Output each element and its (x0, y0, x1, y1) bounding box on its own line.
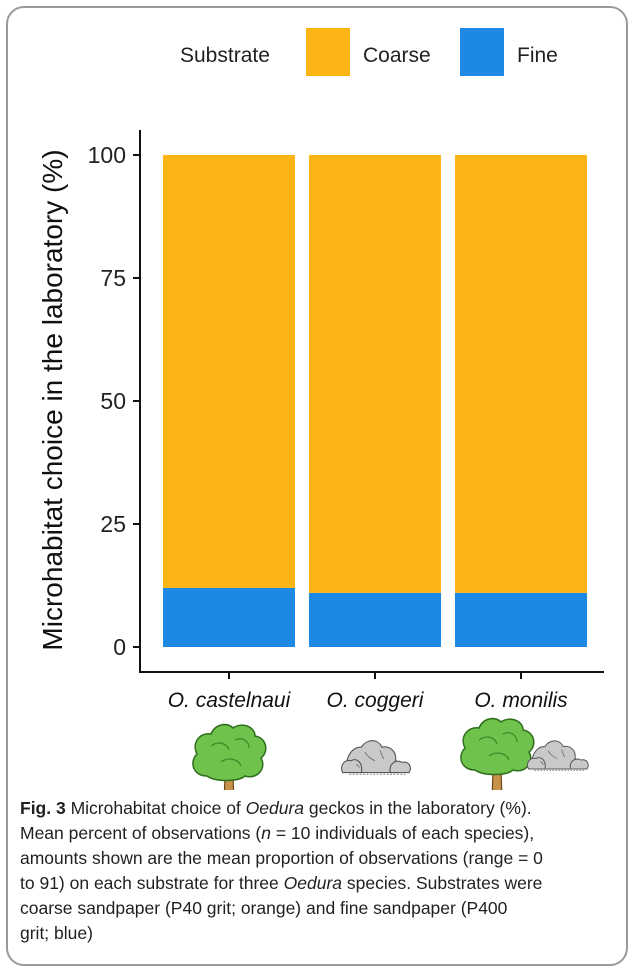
caption-genus: Oedura (283, 873, 343, 893)
bar-coarse-0 (163, 155, 295, 588)
caption-text: grit; blue) (20, 923, 93, 943)
y-tick-label-25: 25 (100, 511, 126, 537)
caption-n-symbol: n (261, 823, 271, 843)
caption-text: to 91) on each substrate for three (20, 873, 284, 893)
bar-fine-0 (163, 587, 295, 647)
caption-text: = 10 individuals of each species), (270, 823, 535, 843)
legend-swatch-coarse (306, 28, 350, 76)
stacked-bar-chart: Substrate Coarse Fine 0 25 50 75 100 O. castel… (37, 28, 604, 790)
bars (163, 155, 587, 647)
bar-fine-2 (455, 592, 587, 647)
legend-title: Substrate (180, 44, 270, 67)
x-tick-label-2: O. monilis (474, 689, 568, 712)
y-tick-label-0: 0 (113, 634, 126, 660)
category-icons (192, 717, 589, 790)
y-tick-label-50: 50 (100, 388, 126, 414)
caption-text: Mean percent of observations ( (20, 823, 262, 843)
y-tick-label-100: 100 (88, 142, 126, 168)
caption-text: Microhabitat choice of (65, 798, 246, 818)
axes: 0 25 50 75 100 O. castelnaui O. coggeri O. moni… (88, 130, 604, 712)
caption-text: geckos in the laboratory (%). (304, 798, 532, 818)
bar-coarse-2 (455, 155, 587, 593)
legend-swatch-fine (460, 28, 504, 76)
y-axis-label: Microhabitat choice in the laboratory (%… (37, 149, 68, 650)
tree-icon (192, 723, 267, 790)
x-tick-label-1: O. coggeri (327, 689, 425, 712)
x-tick-label-0: O. castelnaui (168, 689, 292, 712)
rocks-icon (341, 740, 411, 775)
bar-coarse-1 (309, 155, 441, 593)
caption-text: coarse sandpaper (P40 grit; orange) and … (20, 898, 508, 918)
y-tick-label-75: 75 (100, 265, 126, 291)
caption-genus: Oedura (245, 798, 305, 818)
bar-fine-1 (309, 592, 441, 647)
caption-text: amounts shown are the mean proportion of… (20, 848, 543, 868)
figure-caption: Fig. 3 Microhabitat choice of Oedura gec… (20, 796, 614, 946)
tree-icon (460, 717, 535, 790)
legend-label-fine: Fine (517, 44, 558, 67)
rocks-icon (527, 740, 589, 771)
figure-label: Fig. 3 (20, 798, 66, 818)
legend-label-coarse: Coarse (363, 44, 431, 67)
legend: Substrate Coarse Fine (180, 28, 558, 76)
caption-text: species. Substrates were (342, 873, 543, 893)
